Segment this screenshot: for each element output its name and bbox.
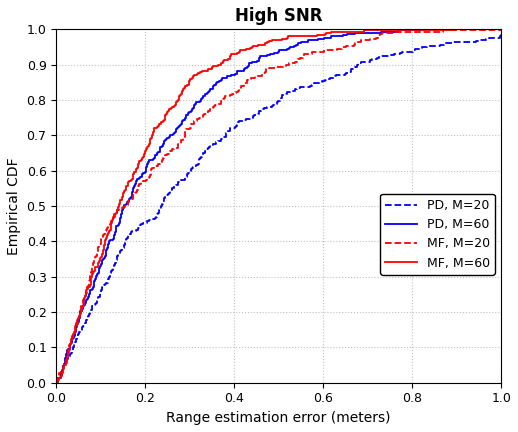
MF, M=20 <box>148 171 154 176</box>
PD, M=60 <box>211 82 217 87</box>
MF, M=60 <box>135 163 141 168</box>
PD, M=60 <box>140 171 147 176</box>
MF, M=60 <box>54 379 61 384</box>
MF, M=20 <box>292 60 298 65</box>
Title: High SNR: High SNR <box>235 7 322 25</box>
Y-axis label: Empirical CDF: Empirical CDF <box>7 157 21 255</box>
MF, M=20 <box>53 379 60 384</box>
Line: MF, M=20: MF, M=20 <box>56 29 518 381</box>
Line: MF, M=60: MF, M=60 <box>57 29 452 381</box>
MF, M=20 <box>240 82 247 87</box>
PD, M=60 <box>144 163 150 168</box>
MF, M=20 <box>152 163 158 168</box>
MF, M=60 <box>220 60 226 65</box>
PD, M=60 <box>249 60 255 65</box>
MF, M=60 <box>54 378 61 383</box>
Legend: PD, M=20, PD, M=60, MF, M=20, MF, M=60: PD, M=20, PD, M=60, MF, M=20, MF, M=60 <box>381 194 495 275</box>
MF, M=20 <box>53 378 60 383</box>
Line: PD, M=20: PD, M=20 <box>57 29 518 381</box>
PD, M=20 <box>54 379 61 384</box>
PD, M=60 <box>142 169 148 175</box>
MF, M=20 <box>516 27 518 32</box>
PD, M=20 <box>309 82 315 87</box>
PD, M=60 <box>421 27 427 32</box>
MF, M=60 <box>183 82 190 87</box>
PD, M=20 <box>54 378 61 383</box>
PD, M=60 <box>53 379 60 384</box>
MF, M=60 <box>131 171 137 176</box>
Line: PD, M=60: PD, M=60 <box>56 29 424 381</box>
X-axis label: Range estimation error (meters): Range estimation error (meters) <box>166 411 391 425</box>
PD, M=20 <box>185 171 191 176</box>
MF, M=60 <box>131 169 137 175</box>
PD, M=60 <box>55 378 61 383</box>
PD, M=20 <box>192 163 198 168</box>
MF, M=60 <box>449 27 455 32</box>
PD, M=20 <box>357 60 364 65</box>
PD, M=20 <box>186 169 193 175</box>
MF, M=20 <box>148 169 154 175</box>
